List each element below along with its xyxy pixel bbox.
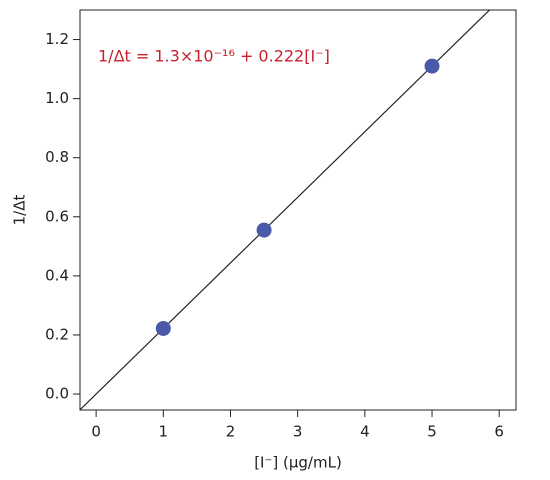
y-axis-label: 1/Δt <box>11 195 29 226</box>
x-tick-label: 0 <box>91 423 101 441</box>
y-tick-label: 0.8 <box>45 148 69 166</box>
x-tick-label: 4 <box>360 423 370 441</box>
x-tick-label: 2 <box>226 423 236 441</box>
data-point <box>155 320 171 336</box>
y-tick-label: 1.0 <box>45 89 69 107</box>
data-point <box>256 222 272 238</box>
y-tick-label: 0.0 <box>45 385 69 403</box>
fit-line <box>80 10 491 410</box>
plot-area <box>80 10 491 410</box>
x-tick-label: 3 <box>293 423 303 441</box>
x-tick-label: 1 <box>159 423 169 441</box>
y-tick-label: 1.2 <box>45 30 69 48</box>
x-tick-label: 5 <box>427 423 437 441</box>
data-point <box>424 58 440 74</box>
plot-frame <box>79 9 517 411</box>
x-axis-label: [I⁻] (μg/mL) <box>254 454 342 472</box>
annotation: 1/Δt = 1.3×10⁻¹⁶ + 0.222[I⁻] <box>98 47 330 66</box>
x-tick-label: 6 <box>494 423 504 441</box>
y-tick-label: 0.6 <box>45 207 69 225</box>
y-tick-label: 0.2 <box>45 325 69 343</box>
y-tick-label: 0.4 <box>45 266 69 284</box>
